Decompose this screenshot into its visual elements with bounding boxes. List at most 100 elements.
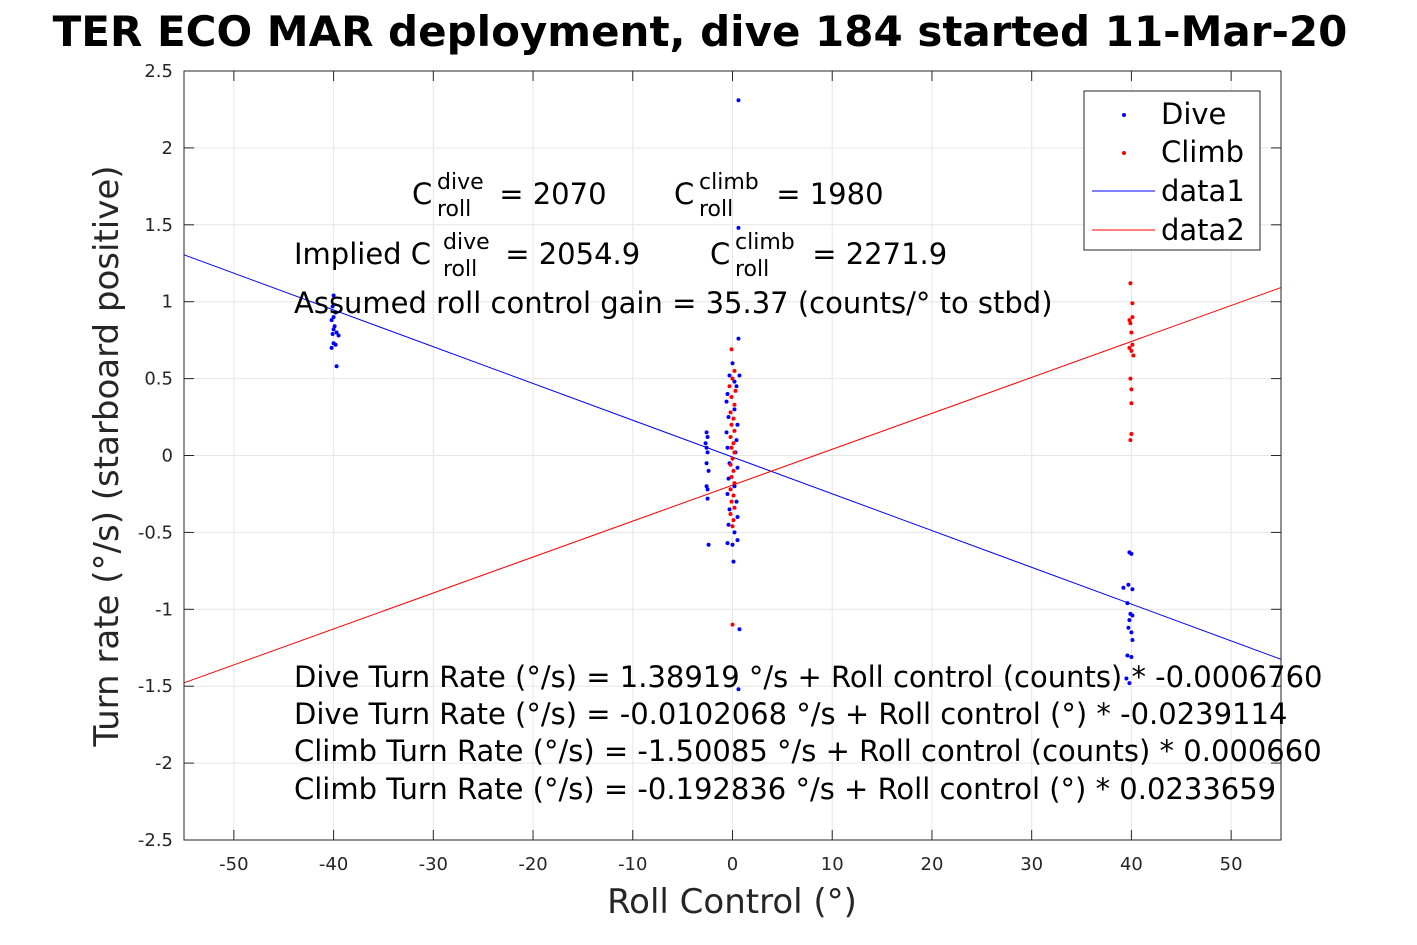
dive-point	[1130, 638, 1135, 643]
dive-point	[737, 373, 742, 378]
svg-text:Implied C: Implied C	[294, 237, 431, 271]
dive-point	[735, 422, 740, 427]
climb-point	[728, 511, 733, 516]
chart-title: TER ECO MAR deployment, dive 184 started…	[53, 7, 1348, 56]
svg-text:roll: roll	[437, 197, 471, 222]
equation-dive-counts: Dive Turn Rate (°/s) = 1.38919 °/s + Rol…	[294, 660, 1322, 694]
legend-box	[1083, 90, 1261, 251]
dive-point	[336, 333, 341, 338]
climb-point	[1128, 321, 1133, 326]
x-tick-label: 40	[1120, 854, 1143, 875]
x-tick-label: -40	[319, 854, 348, 875]
climb-point	[729, 445, 734, 450]
y-tick-label: -1.5	[138, 676, 173, 697]
dive-point	[332, 324, 337, 329]
climb-point	[728, 410, 733, 415]
legend-label-data2: data2	[1161, 213, 1245, 247]
climb-point	[1129, 387, 1134, 392]
climb-point	[1129, 401, 1134, 406]
climb-point	[1127, 345, 1132, 350]
dive-point	[333, 342, 338, 347]
equation-climb-counts: Climb Turn Rate (°/s) = -1.50085 °/s + R…	[294, 734, 1322, 768]
dive-point	[331, 327, 336, 332]
dive-point	[732, 484, 737, 489]
svg-text:= 2070: = 2070	[490, 177, 607, 211]
dive-point	[727, 507, 732, 512]
svg-text:dive: dive	[437, 170, 484, 195]
y-tick-label: -2	[155, 753, 173, 774]
svg-text:C: C	[412, 177, 432, 211]
climb-point	[732, 450, 737, 455]
dive-point	[705, 450, 710, 455]
climb-point	[1128, 281, 1133, 286]
climb-point	[729, 475, 734, 480]
dive-point	[704, 461, 709, 466]
dive-point	[727, 373, 732, 378]
dive-point	[333, 310, 338, 315]
y-tick-label: 0.5	[144, 369, 173, 390]
climb-point	[727, 384, 732, 389]
dive-point	[736, 225, 741, 230]
svg-text:roll: roll	[443, 257, 477, 282]
svg-text:climb: climb	[735, 230, 795, 255]
dive-point	[734, 499, 739, 504]
svg-text:C: C	[710, 237, 730, 271]
climb-point	[731, 468, 736, 473]
dive-point	[736, 98, 741, 103]
climb-point	[1129, 431, 1134, 436]
legend-label-dive: Dive	[1161, 97, 1226, 131]
dive-point	[704, 484, 709, 489]
dive-point	[732, 530, 737, 535]
dive-point	[1129, 630, 1134, 635]
annotation-c-climb: C climb roll = 1980	[674, 170, 884, 222]
dive-point	[735, 515, 740, 520]
dive-point	[331, 293, 336, 298]
dive-point	[334, 364, 339, 369]
y-axis-label: Turn rate (°/s) (starboard positive)	[87, 165, 127, 747]
y-tick-label: 1.5	[144, 215, 173, 236]
climb-point	[729, 347, 734, 352]
climb-point	[731, 441, 736, 446]
y-tick-label: -2.5	[138, 830, 173, 851]
equation-dive-degrees: Dive Turn Rate (°/s) = -0.0102068 °/s + …	[294, 697, 1287, 731]
climb-point	[732, 505, 737, 510]
legend-label-climb: Climb	[1161, 135, 1244, 169]
dive-point	[330, 304, 335, 309]
dive-point	[726, 522, 731, 527]
x-tick-label: -10	[618, 854, 647, 875]
annotation-implied-climb: C climb roll = 2271.9	[710, 230, 947, 282]
dive-point	[334, 330, 339, 335]
annotation-c-dive: C dive roll = 2070	[412, 170, 607, 222]
dive-point	[704, 445, 709, 450]
dive-point	[1121, 585, 1126, 590]
dive-point	[329, 345, 334, 350]
dive-point	[1129, 654, 1134, 659]
x-tick-label: 50	[1220, 854, 1243, 875]
dive-point	[730, 361, 735, 366]
fit-line-data2	[183, 287, 1282, 684]
climb-point	[1129, 330, 1134, 335]
equation-climb-degrees: Climb Turn Rate (°/s) = -0.192836 °/s + …	[294, 772, 1276, 806]
y-tick-label: -1	[155, 599, 173, 620]
axis-ticks: -50 -40 -30 -20 -10 0 10 20 30 40 50 2.5 2 1.5 1 0.5 0 -0…	[138, 61, 1281, 875]
dive-point	[734, 438, 739, 443]
climb-point	[1128, 376, 1133, 381]
climb-point	[733, 388, 738, 393]
legend-marker-climb	[1122, 151, 1126, 155]
dive-point	[703, 441, 708, 446]
dive-point	[725, 491, 730, 496]
climb-point	[732, 368, 737, 373]
svg-text:dive: dive	[443, 230, 490, 255]
svg-text:roll: roll	[735, 257, 769, 282]
dive-point	[1125, 601, 1130, 606]
x-tick-label: 30	[1020, 854, 1043, 875]
dive-point	[736, 687, 741, 692]
dive-point	[736, 336, 741, 341]
dive-point	[331, 315, 336, 320]
x-axis-label: Roll Control (°)	[607, 882, 857, 922]
dive-point	[735, 465, 740, 470]
climb-point	[1128, 438, 1133, 443]
svg-text:= 2054.9: = 2054.9	[496, 237, 640, 271]
dive-point	[329, 318, 334, 323]
